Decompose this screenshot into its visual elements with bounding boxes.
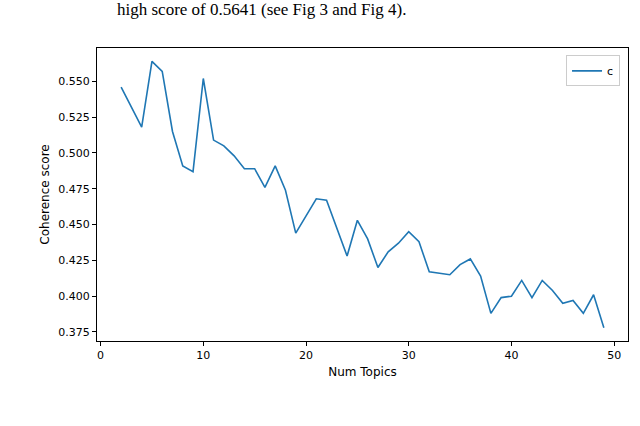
svg-text:20: 20	[299, 349, 313, 362]
svg-text:0.375: 0.375	[58, 326, 90, 339]
svg-text:high score of 0.5641 (see Fig: high score of 0.5641 (see Fig 3 and Fig …	[117, 0, 406, 19]
svg-text:0.400: 0.400	[58, 290, 90, 303]
svg-text:40: 40	[504, 349, 518, 362]
svg-text:Num Topics: Num Topics	[328, 365, 397, 379]
svg-text:0.550: 0.550	[58, 75, 90, 88]
svg-text:10: 10	[196, 349, 210, 362]
svg-text:0.500: 0.500	[58, 147, 90, 160]
svg-text:0: 0	[97, 349, 104, 362]
svg-text:0.525: 0.525	[58, 111, 90, 124]
svg-text:c: c	[607, 65, 613, 78]
svg-text:Coherence score: Coherence score	[38, 144, 52, 244]
svg-text:0.450: 0.450	[58, 218, 90, 231]
svg-text:30: 30	[402, 349, 416, 362]
svg-text:0.425: 0.425	[58, 254, 90, 267]
svg-text:50: 50	[607, 349, 621, 362]
svg-text:0.475: 0.475	[58, 183, 90, 196]
